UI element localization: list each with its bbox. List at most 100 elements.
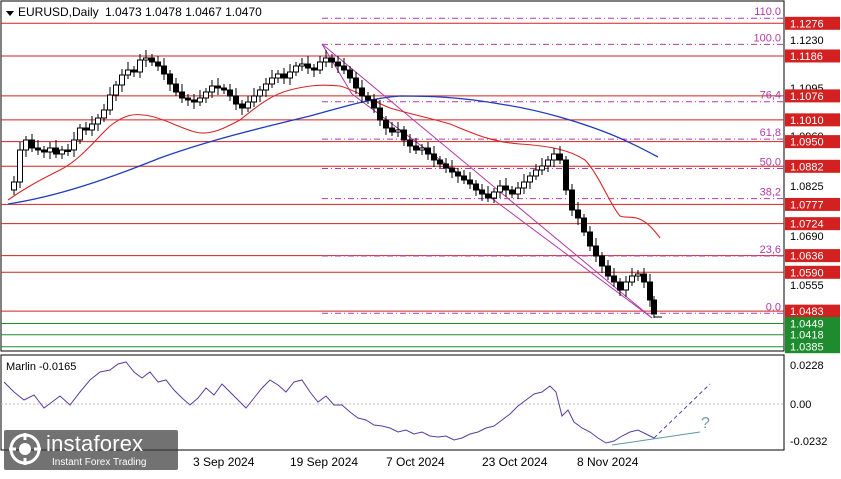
candle-body[interactable] bbox=[305, 63, 311, 69]
candle-body[interactable] bbox=[407, 139, 413, 147]
candle-body[interactable] bbox=[575, 209, 581, 219]
candle-body[interactable] bbox=[329, 57, 335, 63]
candle-body[interactable] bbox=[89, 123, 95, 131]
candle-body[interactable] bbox=[107, 94, 113, 111]
candle-body[interactable] bbox=[449, 167, 455, 173]
candle-body[interactable] bbox=[239, 103, 245, 109]
candle-body[interactable] bbox=[281, 73, 287, 79]
trendline-upper[interactable] bbox=[321, 43, 653, 319]
candle-body[interactable] bbox=[173, 83, 179, 93]
candle-body[interactable] bbox=[569, 189, 575, 211]
candle-body[interactable] bbox=[35, 147, 41, 151]
candle-body[interactable] bbox=[257, 89, 263, 97]
candle-body[interactable] bbox=[11, 181, 17, 191]
candle-body[interactable] bbox=[203, 91, 209, 99]
candle-body[interactable] bbox=[131, 69, 137, 73]
candle-body[interactable] bbox=[317, 61, 323, 71]
candle-body[interactable] bbox=[551, 153, 557, 161]
candle-body[interactable] bbox=[383, 119, 389, 129]
candle-body[interactable] bbox=[503, 185, 509, 191]
candle-body[interactable] bbox=[149, 57, 155, 63]
candle-body[interactable] bbox=[641, 273, 647, 283]
candle-body[interactable] bbox=[29, 139, 35, 149]
candle-body[interactable] bbox=[425, 147, 431, 155]
candle-body[interactable] bbox=[227, 89, 233, 97]
candle-body[interactable] bbox=[431, 153, 437, 161]
candle-body[interactable] bbox=[119, 74, 125, 86]
candle-body[interactable] bbox=[341, 65, 347, 71]
candle-body[interactable] bbox=[623, 281, 629, 291]
candle-body[interactable] bbox=[593, 245, 599, 257]
candle-body[interactable] bbox=[323, 57, 329, 63]
candle-body[interactable] bbox=[293, 65, 299, 73]
candle-body[interactable] bbox=[179, 91, 185, 99]
candle-body[interactable] bbox=[401, 129, 407, 141]
candle-body[interactable] bbox=[53, 147, 59, 155]
candle-body[interactable] bbox=[611, 275, 617, 283]
candle-body[interactable] bbox=[557, 153, 563, 161]
candle-body[interactable] bbox=[311, 67, 317, 71]
candle-body[interactable] bbox=[629, 275, 635, 283]
candle-body[interactable] bbox=[77, 127, 83, 141]
candle-body[interactable] bbox=[413, 145, 419, 151]
candle-body[interactable] bbox=[545, 159, 551, 167]
projection-line[interactable] bbox=[653, 383, 711, 439]
candle-body[interactable] bbox=[335, 61, 341, 67]
candle-body[interactable] bbox=[155, 61, 161, 67]
candle-body[interactable] bbox=[23, 139, 29, 151]
candle-body[interactable] bbox=[65, 149, 71, 152]
candle-body[interactable] bbox=[521, 181, 527, 189]
candle-body[interactable] bbox=[485, 193, 491, 199]
candle-body[interactable] bbox=[233, 95, 239, 105]
candle-body[interactable] bbox=[563, 159, 569, 191]
candle-body[interactable] bbox=[143, 57, 149, 61]
candle-body[interactable] bbox=[491, 191, 497, 199]
candle-body[interactable] bbox=[191, 99, 197, 103]
candle-body[interactable] bbox=[473, 183, 479, 191]
candle-body[interactable] bbox=[437, 159, 443, 165]
symbol-dropdown-icon[interactable] bbox=[6, 11, 14, 16]
candle-body[interactable] bbox=[125, 69, 131, 76]
candle-body[interactable] bbox=[299, 63, 305, 67]
candle-body[interactable] bbox=[71, 139, 77, 151]
candle-body[interactable] bbox=[347, 69, 353, 79]
candle-body[interactable] bbox=[533, 169, 539, 177]
candle-body[interactable] bbox=[455, 171, 461, 177]
candle-body[interactable] bbox=[83, 127, 89, 131]
candle-body[interactable] bbox=[467, 179, 473, 185]
candle-body[interactable] bbox=[161, 65, 167, 75]
candle-body[interactable] bbox=[209, 85, 215, 93]
candle-body[interactable] bbox=[377, 107, 383, 121]
candle-body[interactable] bbox=[461, 175, 467, 181]
candle-body[interactable] bbox=[365, 95, 371, 101]
candle-body[interactable] bbox=[47, 147, 53, 153]
candle-body[interactable] bbox=[527, 175, 533, 183]
candle-body[interactable] bbox=[509, 189, 515, 195]
candle-body[interactable] bbox=[221, 87, 227, 91]
candle-body[interactable] bbox=[371, 99, 377, 109]
candle-body[interactable] bbox=[59, 149, 65, 155]
candle-body[interactable] bbox=[269, 77, 275, 85]
candle-body[interactable] bbox=[245, 101, 251, 109]
candlesticks[interactable] bbox=[11, 50, 657, 318]
candle-body[interactable] bbox=[251, 95, 257, 103]
candle-body[interactable] bbox=[539, 165, 545, 171]
divergence-line[interactable] bbox=[611, 431, 701, 446]
candle-body[interactable] bbox=[275, 73, 281, 79]
candle-body[interactable] bbox=[287, 71, 293, 79]
candle-body[interactable] bbox=[419, 147, 425, 151]
candle-body[interactable] bbox=[599, 255, 605, 267]
candle-body[interactable] bbox=[215, 85, 221, 89]
candle-body[interactable] bbox=[113, 84, 119, 96]
candle-body[interactable] bbox=[635, 273, 641, 277]
candle-body[interactable] bbox=[479, 189, 485, 195]
trendline-lower-start[interactable] bbox=[321, 43, 353, 95]
candle-body[interactable] bbox=[197, 97, 203, 103]
candle-body[interactable] bbox=[41, 149, 47, 153]
candle-body[interactable] bbox=[167, 73, 173, 85]
candle-body[interactable] bbox=[137, 59, 143, 73]
candle-body[interactable] bbox=[17, 149, 23, 183]
candle-body[interactable] bbox=[395, 129, 401, 133]
